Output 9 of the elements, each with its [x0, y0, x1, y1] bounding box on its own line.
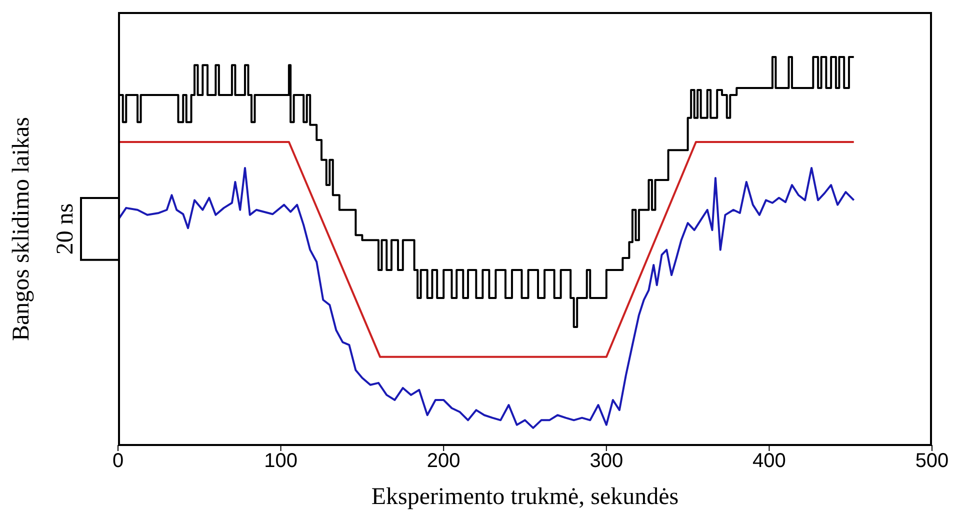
x-tick-label: 300	[590, 450, 624, 472]
x-tick-label: 200	[426, 450, 460, 472]
x-axis-title: Eksperimento trukmė, sekundės	[371, 484, 679, 510]
x-tick-label: 0	[112, 450, 124, 472]
x-tick-label: 500	[915, 450, 949, 472]
text: 20 ns	[52, 203, 80, 255]
x-tick-label: 100	[264, 450, 298, 472]
x-tick-label: 400	[752, 450, 786, 472]
y-axis-title: Bangos sklidimo laikas	[8, 116, 36, 340]
